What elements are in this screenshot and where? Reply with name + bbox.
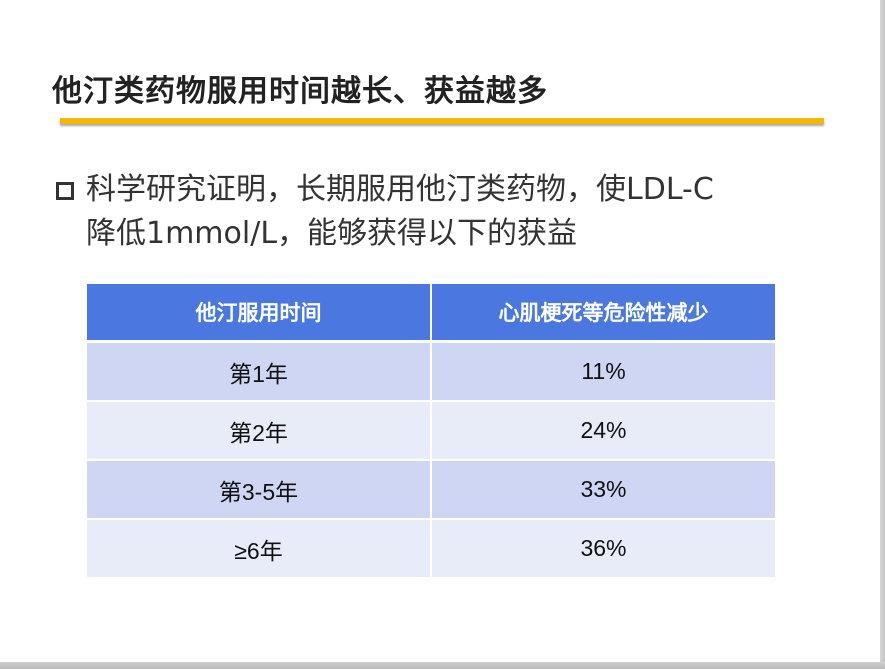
header-risk-reduction: 心肌梗死等危险性减少 [431, 284, 775, 343]
bullet-text: 科学研究证明，长期服用他汀类药物，使LDL-C 降低1mmol/L，能够获得以下… [86, 168, 826, 256]
bullet-line-1: 科学研究证明，长期服用他汀类药物，使LDL-C [86, 172, 714, 207]
table-row: 第1年 11% [87, 341, 775, 402]
title-underline [60, 118, 824, 124]
bullet-square-icon [56, 182, 74, 200]
slide-edge-bottom [0, 662, 885, 669]
table-row: 第2年 24% [87, 401, 775, 461]
table-header-row: 他汀服用时间 心肌梗死等危险性减少 [87, 284, 775, 343]
duration-cell: 第3-5年 [87, 460, 432, 520]
duration-cell: 第2年 [87, 401, 432, 461]
duration-cell: 第1年 [87, 341, 432, 402]
reduction-cell: 33% [431, 460, 775, 520]
benefit-table: 他汀服用时间 心肌梗死等危险性减少 第1年 11% 第2年 24% 第3-5年 … [87, 284, 775, 579]
slide-title: 他汀类药物服用时间越长、获益越多 [52, 74, 548, 109]
slide-edge-right [880, 0, 885, 669]
table-row: 第3-5年 33% [87, 460, 775, 520]
reduction-cell: 36% [431, 519, 775, 579]
reduction-cell: 24% [431, 401, 775, 461]
bullet-line-2: 降低1mmol/L，能够获得以下的获益 [86, 216, 578, 251]
table-row: ≥6年 36% [87, 519, 775, 579]
duration-cell: ≥6年 [87, 519, 432, 579]
header-duration: 他汀服用时间 [87, 284, 432, 343]
reduction-cell: 11% [431, 341, 775, 402]
